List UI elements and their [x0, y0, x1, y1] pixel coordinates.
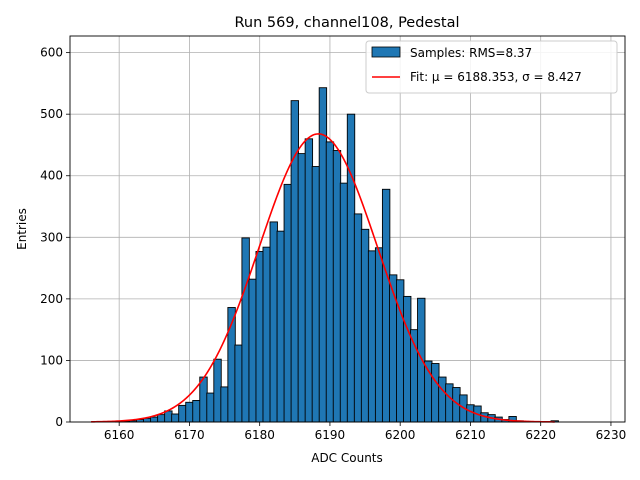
- y-tick-label: 200: [40, 292, 63, 306]
- histogram-bar: [325, 141, 335, 423]
- histogram-bar: [339, 182, 349, 423]
- histogram-bar: [220, 386, 229, 423]
- histogram-bar: [234, 344, 243, 423]
- x-tick-label: 6220: [525, 428, 556, 442]
- histogram-bar: [157, 414, 166, 423]
- y-tick-label: 100: [40, 353, 63, 367]
- histogram-bar: [353, 213, 363, 423]
- histogram-bar: [417, 297, 426, 423]
- histogram-bar: [367, 250, 377, 423]
- histogram-bar: [388, 274, 398, 423]
- x-axis-label: ADC Counts: [311, 451, 383, 465]
- histogram-bar: [276, 230, 285, 423]
- histogram-bar: [311, 166, 321, 423]
- x-tick-label: 6210: [455, 428, 486, 442]
- histogram-bar: [206, 392, 215, 423]
- histogram-bars: [115, 87, 559, 423]
- histogram-bar: [438, 376, 447, 423]
- histogram-bar: [360, 228, 370, 423]
- histogram-bar: [199, 376, 208, 423]
- legend: Samples: RMS=8.37 Fit: μ = 6188.353, σ =…: [365, 40, 618, 94]
- histogram-bar: [396, 279, 405, 423]
- histogram-bar: [241, 237, 250, 423]
- chart-title: Run 569, channel108, Pedestal: [234, 15, 459, 31]
- legend-box: [365, 40, 618, 94]
- legend-label-fit: Fit: μ = 6188.353, σ = 8.427: [410, 70, 582, 84]
- histogram-bar: [171, 413, 180, 423]
- x-tick-label: 6190: [315, 428, 346, 442]
- histogram-bar: [185, 401, 194, 423]
- histogram-bar: [304, 138, 314, 423]
- x-axis-ticks: 6160 6170 6180 6190 6200 6210 6220 6230: [104, 422, 626, 442]
- histogram-bar: [269, 221, 278, 423]
- histogram-bar: [213, 358, 222, 423]
- histogram-bar: [318, 87, 328, 423]
- histogram-bar: [164, 410, 173, 423]
- histogram-bar: [445, 383, 454, 423]
- histogram-bar: [192, 400, 201, 423]
- fit-curve: [91, 133, 555, 423]
- histogram-bar: [346, 113, 356, 423]
- histogram-bar: [431, 363, 440, 423]
- y-tick-label: 500: [40, 107, 63, 121]
- legend-swatch-samples: [371, 46, 401, 58]
- y-axis-label: Entries: [15, 208, 29, 250]
- histogram-bar: [290, 100, 299, 423]
- x-tick-label: 6200: [385, 428, 416, 442]
- histogram-bar: [262, 246, 271, 423]
- histogram-bar: [297, 153, 307, 423]
- histogram-bar: [178, 404, 187, 423]
- y-tick-label: 300: [40, 230, 63, 244]
- histogram-bar: [283, 183, 292, 423]
- y-axis-ticks: 0 100 200 300 400 500 600: [40, 46, 70, 429]
- x-tick-label: 6160: [104, 428, 135, 442]
- histogram-bar: [248, 278, 257, 423]
- x-tick-label: 6180: [244, 428, 275, 442]
- histogram-bar: [381, 188, 391, 423]
- x-tick-label: 6230: [596, 428, 627, 442]
- legend-label-samples: Samples: RMS=8.37: [410, 46, 532, 60]
- histogram-bar: [374, 247, 384, 423]
- y-tick-label: 0: [55, 415, 63, 429]
- y-tick-label: 600: [40, 46, 63, 60]
- histogram-bar: [403, 295, 412, 423]
- histogram-bar: [150, 416, 159, 423]
- y-tick-label: 400: [40, 169, 63, 183]
- histogram-bar: [255, 251, 264, 423]
- plot-frame: [69, 35, 626, 423]
- histogram-bar: [332, 150, 342, 423]
- histogram-bar: [466, 404, 475, 423]
- x-tick-label: 6170: [174, 428, 205, 442]
